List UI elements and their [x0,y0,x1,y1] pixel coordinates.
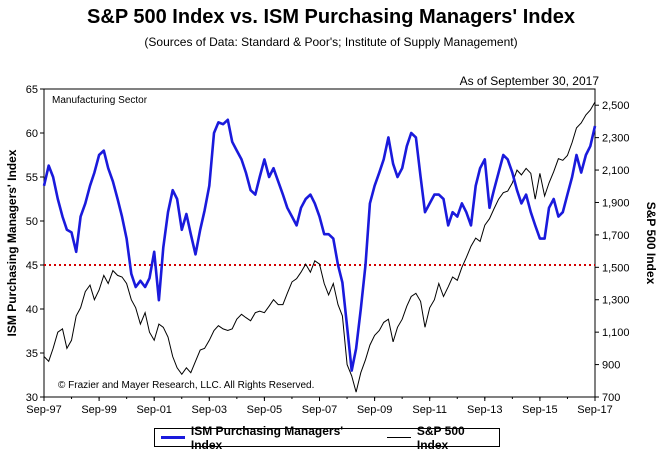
x-tick-label: Sep-07 [302,404,337,416]
y-right-tick-label: 900 [602,360,620,372]
y-right-tick-label: 1,700 [602,230,630,242]
as-of-date: As of September 30, 2017 [459,74,599,88]
x-tick-label: Sep-13 [467,404,502,416]
y-right-tick-label: 1,100 [602,327,630,339]
x-tick-label: Sep-01 [136,404,171,416]
y-right-tick-label: 700 [602,392,620,404]
y-right-tick-label: 2,100 [602,165,630,177]
series-line-spx [43,101,596,393]
copyright-note: © Frazier and Mayer Research, LLC. All R… [58,380,314,391]
left-axis-label: ISM Purchasing Managers' Index [5,149,19,336]
legend: ISM Purchasing Managers' Index S&P 500 I… [154,424,500,452]
y-right-tick-label: 2,300 [602,133,630,145]
x-tick-label: Sep-99 [81,404,116,416]
chart-title: S&P 500 Index vs. ISM Purchasing Manager… [87,6,575,28]
x-tick-label: Sep-17 [577,404,612,416]
x-tick-label: Sep-15 [522,404,557,416]
x-tick-label: Sep-05 [247,404,282,416]
y-right-tick-label: 1,900 [602,197,630,209]
legend-label-ism: ISM Purchasing Managers' Index [190,423,344,452]
y-left-tick-label: 45 [26,260,38,272]
y-left-tick-label: 40 [26,304,38,316]
chart-subtitle: (Sources of Data: Standard & Poor's; Ins… [144,35,518,49]
y-left-tick-label: 50 [26,216,38,228]
legend-label-spx: S&P 500 Index [416,423,465,452]
y-left-tick-label: 65 [26,84,38,96]
x-tick-label: Sep-11 [412,404,447,416]
y-left-tick-label: 30 [26,392,38,404]
right-axis-label: S&P 500 Index [644,202,658,285]
legend-swatch-spx [386,437,411,438]
x-tick-label: Sep-97 [26,404,61,416]
y-right-tick-label: 1,300 [602,295,630,307]
y-right-tick-label: 1,500 [602,262,630,274]
sector-label: Manufacturing Sector [52,95,148,106]
legend-swatch-ism [161,436,185,439]
y-left-tick-label: 35 [26,348,38,360]
x-tick-label: Sep-09 [357,404,392,416]
x-tick-label: Sep-03 [192,404,227,416]
y-left-tick-label: 60 [26,128,38,140]
y-left-tick-label: 55 [26,172,38,184]
y-right-tick-label: 2,500 [602,100,630,112]
series-line-ism [42,118,597,372]
